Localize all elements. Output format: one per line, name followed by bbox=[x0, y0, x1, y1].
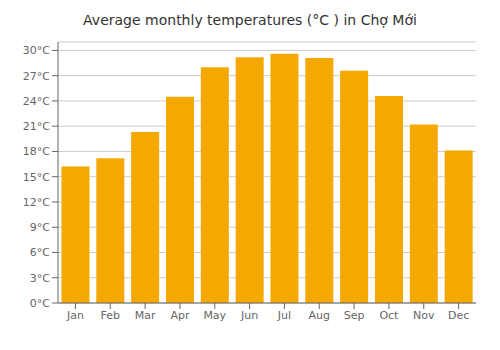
svg-text:30°C: 30°C bbox=[23, 44, 50, 57]
svg-text:18°C: 18°C bbox=[23, 145, 50, 158]
svg-text:Oct: Oct bbox=[379, 309, 399, 322]
svg-text:Sep: Sep bbox=[344, 309, 365, 322]
svg-text:Dec: Dec bbox=[448, 309, 469, 322]
svg-text:27°C: 27°C bbox=[23, 70, 50, 83]
svg-text:12°C: 12°C bbox=[23, 196, 50, 209]
svg-text:0°C: 0°C bbox=[30, 297, 50, 310]
svg-text:Mar: Mar bbox=[135, 309, 156, 322]
svg-text:Feb: Feb bbox=[101, 309, 120, 322]
svg-text:24°C: 24°C bbox=[23, 95, 50, 108]
svg-text:Apr: Apr bbox=[170, 309, 190, 322]
svg-text:Jun: Jun bbox=[240, 309, 258, 322]
svg-text:Jan: Jan bbox=[66, 309, 84, 322]
svg-text:6°C: 6°C bbox=[30, 246, 50, 259]
svg-text:21°C: 21°C bbox=[23, 120, 50, 133]
svg-text:9°C: 9°C bbox=[30, 221, 50, 234]
svg-text:Nov: Nov bbox=[413, 309, 435, 322]
svg-text:Jul: Jul bbox=[277, 309, 291, 322]
svg-text:Aug: Aug bbox=[309, 309, 330, 322]
svg-text:15°C: 15°C bbox=[23, 171, 50, 184]
svg-text:May: May bbox=[203, 309, 226, 322]
html-text:Average monthly temperatures (: Average monthly temperatures (°C ) in Ch… bbox=[83, 12, 417, 28]
svg-text:3°C: 3°C bbox=[30, 272, 50, 285]
